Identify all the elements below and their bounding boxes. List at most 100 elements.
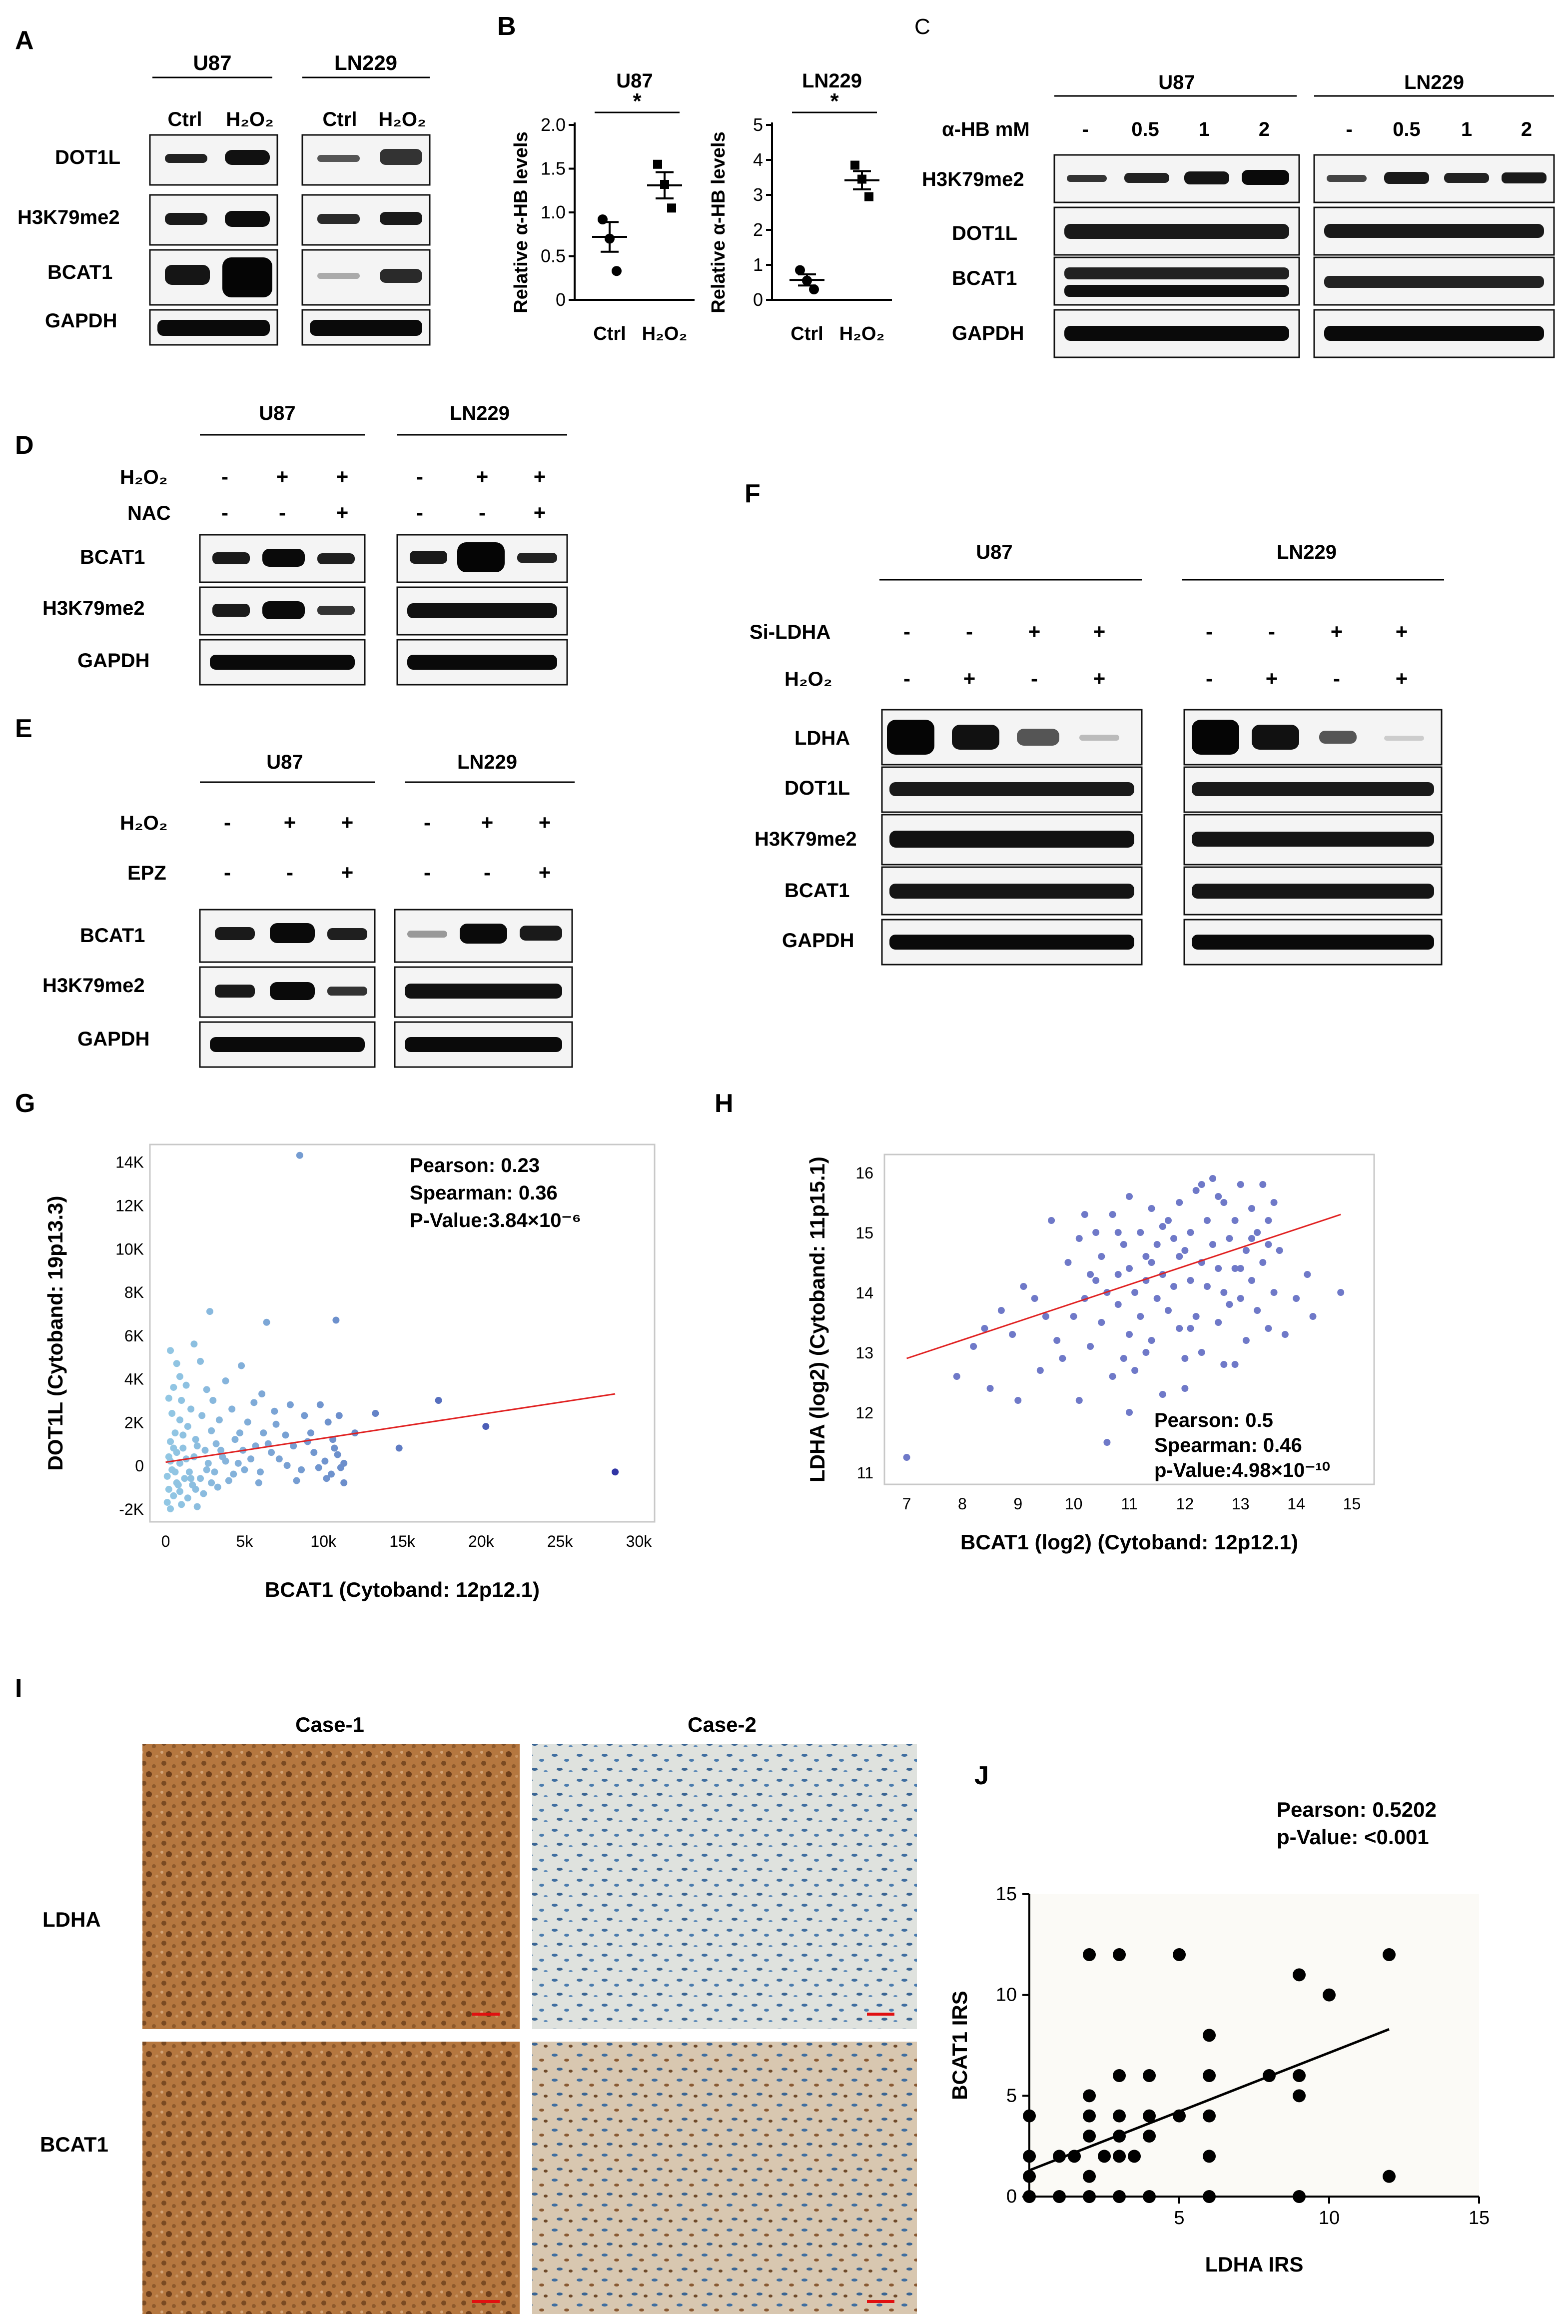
sign-mark: + <box>1266 667 1278 690</box>
data-point <box>167 1438 174 1445</box>
data-point <box>1173 1948 1186 1961</box>
data-point <box>165 1394 172 1402</box>
band <box>165 265 210 285</box>
i-row-bcat1: BCAT1 <box>40 2133 108 2156</box>
sign-mark: + <box>476 465 489 488</box>
sign-mark: + <box>1093 667 1106 690</box>
data-point <box>612 1468 619 1476</box>
sign-mark: - <box>221 501 228 524</box>
data-point <box>307 1429 314 1437</box>
data-point <box>258 1390 266 1397</box>
data-point <box>1131 1289 1139 1296</box>
data-point <box>1113 2109 1126 2123</box>
band <box>1444 173 1489 183</box>
data-point <box>208 1427 215 1434</box>
data-point <box>1142 1253 1150 1260</box>
data-point <box>327 1470 335 1478</box>
x-tick-label: 10 <box>1065 1495 1083 1513</box>
b-y-tick-label: 2 <box>753 219 763 240</box>
sign-mark: - <box>221 465 228 488</box>
a-row-gapdh: GAPDH <box>45 310 117 332</box>
dose: 0.5 <box>1393 118 1421 140</box>
panel-label-J: J <box>974 1761 989 1790</box>
band <box>1327 175 1367 182</box>
a-cond-ctrl-ln229: Ctrl <box>323 108 357 130</box>
data-point <box>230 1470 237 1478</box>
data-point <box>1153 1241 1161 1248</box>
data-point <box>1153 1295 1161 1302</box>
x-tick-label: 12 <box>1176 1495 1194 1513</box>
b-data-point <box>802 275 812 286</box>
ihc-case2-ldha-image <box>532 1744 917 2029</box>
data-point <box>1276 1247 1283 1254</box>
data-point <box>1265 1325 1272 1332</box>
e-cell-ln229: LN229 <box>457 751 517 773</box>
data-point <box>1187 1325 1194 1332</box>
band <box>407 931 447 938</box>
dose: 1 <box>1199 118 1210 140</box>
data-point <box>197 1475 204 1482</box>
data-point <box>293 1477 300 1484</box>
band <box>405 984 562 999</box>
data-point <box>1083 2109 1096 2123</box>
b-y-tick-label: 0 <box>556 289 566 310</box>
data-point <box>176 1373 183 1380</box>
f-row-ldha: LDHA <box>794 727 850 749</box>
b-data-point <box>857 174 866 184</box>
b-data-point <box>850 160 859 170</box>
data-point <box>1126 1409 1133 1416</box>
b-data-point <box>653 159 662 169</box>
stat-text: p-Value:4.98×10⁻¹⁰ <box>1154 1459 1330 1481</box>
panel-label-H: H <box>715 1089 734 1118</box>
data-point <box>1270 1289 1278 1296</box>
data-point <box>1281 1331 1289 1338</box>
data-point <box>1231 1217 1239 1224</box>
band <box>317 553 355 564</box>
band <box>1242 170 1289 185</box>
data-point <box>1143 2069 1156 2082</box>
data-point <box>1237 1181 1244 1188</box>
data-point <box>1114 1301 1122 1308</box>
data-point <box>1031 1295 1038 1302</box>
data-point <box>179 1444 187 1452</box>
data-point <box>1059 1355 1066 1362</box>
data-point <box>1259 1181 1267 1188</box>
data-point <box>170 1383 177 1391</box>
data-point <box>1159 1223 1166 1230</box>
band <box>1064 224 1289 239</box>
c-cell-u87: U87 <box>1158 71 1195 93</box>
data-point <box>1293 2069 1306 2082</box>
data-point <box>1143 2130 1156 2143</box>
c-row-dot1l: DOT1L <box>952 222 1017 244</box>
x-tick-label: 5 <box>1174 2208 1184 2229</box>
band <box>225 150 270 165</box>
b-y-tick-label: 3 <box>753 184 763 205</box>
data-point <box>1215 1319 1222 1326</box>
x-tick-label: 30k <box>626 1532 653 1550</box>
data-point <box>215 1416 223 1424</box>
data-point <box>435 1397 442 1404</box>
band <box>317 273 360 279</box>
f-row-gapdh: GAPDH <box>782 930 854 952</box>
data-point <box>197 1357 204 1365</box>
panel-label-I: I <box>15 1674 22 1703</box>
data-point <box>1103 1439 1111 1446</box>
data-point <box>1198 1349 1205 1356</box>
x-tick-label: 13 <box>1232 1495 1250 1513</box>
regression-line <box>1029 2028 1390 2172</box>
sign-mark: + <box>1331 620 1343 643</box>
f-sign-grid: - - + + - - + + - + - + - + - + <box>903 620 1408 690</box>
data-point <box>167 1347 174 1354</box>
i-case-2: Case-2 <box>688 1713 757 1736</box>
data-point <box>178 1397 185 1404</box>
band <box>1192 832 1434 847</box>
band <box>1502 172 1547 183</box>
band <box>165 213 207 225</box>
data-point <box>1203 1283 1211 1290</box>
sign-mark: - <box>903 620 910 643</box>
data-point <box>1083 2089 1096 2103</box>
data-point <box>1143 2109 1156 2123</box>
data-point <box>1048 1217 1055 1224</box>
data-point <box>209 1397 217 1404</box>
sign-mark: + <box>481 811 494 834</box>
